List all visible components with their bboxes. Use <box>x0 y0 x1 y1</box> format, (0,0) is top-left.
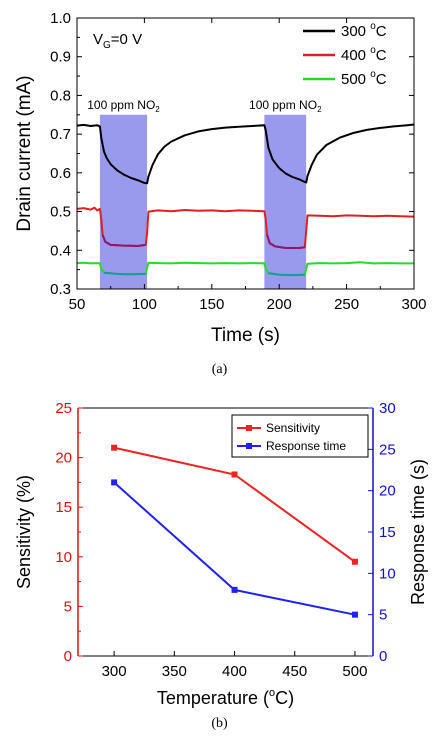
y-tick-label-b-0: 0 <box>64 648 72 665</box>
legend-label-b-0: Sensitivity <box>266 421 320 435</box>
y2-tick-label-b-3: 15 <box>379 524 396 541</box>
y-tick-label-a-4: 0.7 <box>50 126 71 143</box>
x-tick-label-a-0: 50 <box>69 296 86 313</box>
series-line-b-1 <box>113 481 356 616</box>
y-tick-label-a-5: 0.8 <box>50 87 71 104</box>
series-point-b-0-0 <box>111 444 118 451</box>
series-point-b-1-1 <box>231 586 238 593</box>
series-line-1 <box>76 206 415 249</box>
y-tick-label-b-2: 10 <box>55 549 72 566</box>
y-tick-label-a-0: 0.3 <box>50 281 71 298</box>
x-tick-label-b-1: 350 <box>162 663 187 680</box>
x-tick-label-a-3: 200 <box>267 296 292 313</box>
y2-tick-label-b-1: 5 <box>379 607 387 624</box>
y-axis-label-a: Drain current (mA) <box>14 75 35 231</box>
x-tick-label-a-1: 100 <box>132 296 157 313</box>
x-tick-label-b-0: 300 <box>102 663 127 680</box>
exposure-window-0 <box>99 114 148 290</box>
chart-b: 300 350 400 450 500 0 5 10 15 20 25 0 5 10 15 20 25 30 Sen… <box>14 400 428 708</box>
legend-label-b-1: Response time <box>266 439 346 453</box>
y-tick-label-a-2: 0.5 <box>50 204 71 221</box>
legend-marker-b-1 <box>246 443 252 449</box>
y2-tick-label-b-5: 25 <box>379 441 396 458</box>
y-tick-label-b-5: 25 <box>55 400 72 417</box>
panel-label-b: (b) <box>211 716 228 731</box>
y-tick-label-b-4: 20 <box>55 450 72 467</box>
x-tick-label-a-2: 150 <box>199 296 224 313</box>
legend-marker-b-0 <box>246 425 252 431</box>
y-tick-label-a-3: 0.6 <box>50 165 71 182</box>
series-point-b-1-0 <box>111 479 118 486</box>
x-tick-label-b-3: 450 <box>282 663 307 680</box>
x-tick-label-b-2: 400 <box>222 663 247 680</box>
x-tick-label-a-4: 250 <box>334 296 359 313</box>
series-overlap-2-0 <box>103 271 146 276</box>
y2-tick-label-b-4: 20 <box>379 483 396 500</box>
chart-a: 100 ppm NO2 100 ppm NO2 50 100 150 200 250 300 0… <box>14 10 427 346</box>
series-line-2 <box>76 261 414 277</box>
x-axis-label-a: Time (s) <box>211 325 280 346</box>
y-tick-label-a-7: 1.0 <box>50 10 71 27</box>
series-line-b-0 <box>113 446 356 563</box>
y2-axis-label-b: Response time (s) <box>408 459 428 605</box>
gate-voltage-annotation: VG=0 V <box>93 31 142 51</box>
series-point-b-1-2 <box>351 611 358 618</box>
legend-label-a-2: 500 oC <box>341 69 387 88</box>
x-axis-label-b: Temperature (oC) <box>157 687 294 708</box>
y2-tick-label-b-0: 0 <box>379 648 387 665</box>
series-overlap-1-1 <box>266 234 305 249</box>
series-overlap-2-1 <box>268 272 305 277</box>
y-tick-label-b-1: 5 <box>64 598 72 615</box>
series-overlap-1-0 <box>101 234 146 248</box>
y2-tick-label-b-2: 10 <box>379 565 396 582</box>
exposure-label-0: 100 ppm NO2 <box>87 98 160 114</box>
series-point-b-0-2 <box>351 558 358 565</box>
y-tick-label-a-1: 0.4 <box>50 242 71 259</box>
x-tick-label-a-5: 300 <box>401 296 426 313</box>
series-line-0 <box>76 123 415 185</box>
panel-label-a: (a) <box>211 362 228 377</box>
y-axis-label-b: Sensitivity (%) <box>14 475 34 589</box>
y-tick-label-b-3: 15 <box>55 499 72 516</box>
series-point-b-0-1 <box>231 471 238 478</box>
exposure-label-1: 100 ppm NO2 <box>249 98 322 114</box>
legend-label-a-1: 400 oC <box>341 45 387 64</box>
legend-box-b <box>231 414 369 458</box>
x-tick-label-b-4: 500 <box>342 663 367 680</box>
y2-tick-label-b-6: 30 <box>379 400 396 417</box>
legend-label-a-0: 300 oC <box>341 21 387 40</box>
exposure-window-1 <box>264 114 307 290</box>
y-tick-label-a-6: 0.9 <box>50 49 71 66</box>
